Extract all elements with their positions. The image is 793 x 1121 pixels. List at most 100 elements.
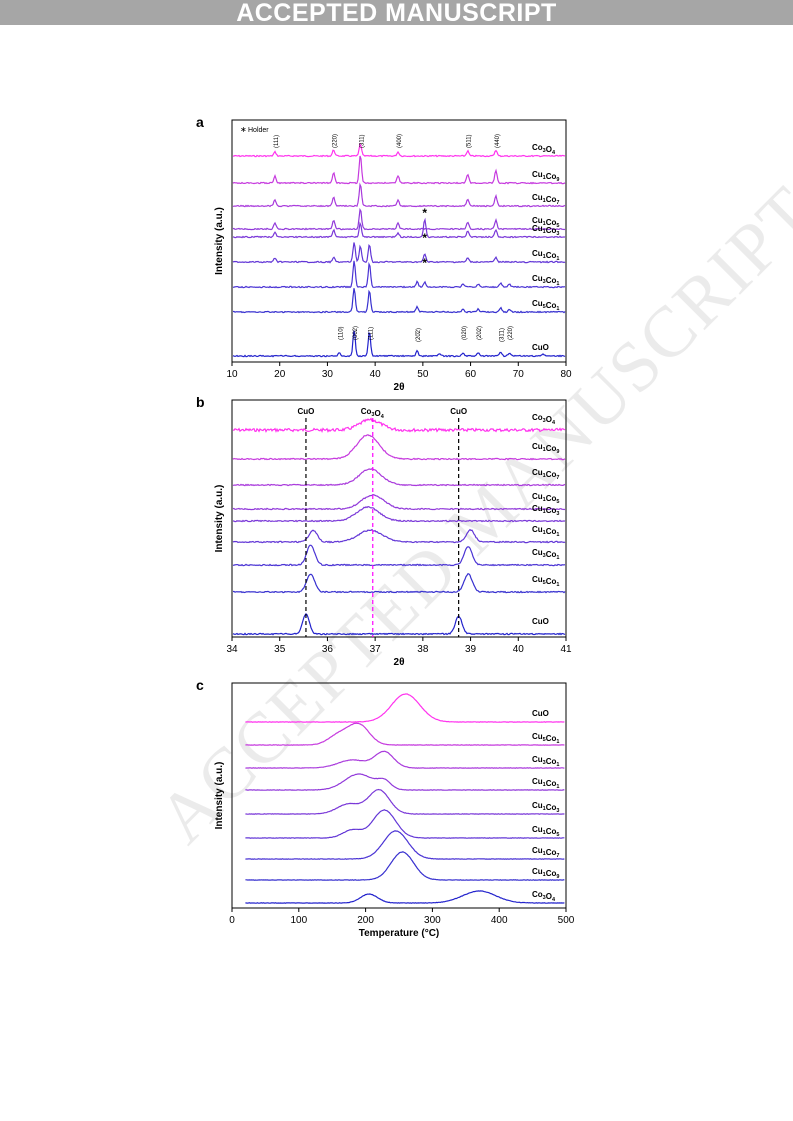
series-line — [232, 417, 566, 433]
series-label: Cu5Co1 — [532, 299, 559, 312]
x-tick-label: 41 — [560, 644, 572, 655]
series-line — [233, 572, 566, 594]
x-tick-label: 500 — [558, 915, 575, 926]
holder-asterisk: * — [422, 206, 427, 220]
x-tick-label: 100 — [290, 915, 307, 926]
hkl-label-co3o4: (440) — [495, 134, 501, 148]
series-line — [232, 242, 566, 264]
banner-text: ACCEPTED MANUSCRIPT — [236, 0, 557, 27]
series-label: Cu1Co3 — [532, 504, 559, 517]
reference-line-label: CuO — [298, 407, 315, 416]
series-label: Cu1Co1 — [532, 525, 559, 538]
x-tick-label: 200 — [357, 915, 374, 926]
series-line — [245, 830, 565, 860]
series-line — [232, 528, 566, 544]
x-tick-label: 0 — [229, 915, 235, 926]
series-line — [232, 613, 566, 636]
series-line — [232, 330, 566, 358]
holder-legend-symbol: ∗ — [240, 125, 247, 134]
series-line — [245, 788, 565, 815]
x-tick-label: 35 — [274, 644, 286, 655]
y-axis-label: Intensity (a.u.) — [214, 762, 225, 830]
series-label: Cu1Co5 — [532, 216, 559, 229]
plot-frame — [231, 682, 567, 909]
series-line — [245, 773, 565, 791]
hkl-label-cuo: (202) — [477, 326, 483, 340]
series-line — [245, 722, 565, 746]
series-label: CuO — [532, 617, 549, 626]
holder-asterisk: * — [422, 231, 427, 245]
series-line — [232, 217, 566, 239]
series-label: CuO — [532, 709, 549, 718]
series-label: Co3O4 — [532, 413, 556, 426]
x-tick-label: 50 — [417, 369, 429, 380]
hkl-label-co3o4: (400) — [397, 134, 403, 148]
x-axis-label: Temperature (°C) — [359, 928, 440, 939]
series-line — [245, 750, 565, 769]
series-line — [232, 207, 566, 231]
x-tick-label: 80 — [560, 369, 572, 380]
x-tick-label: 10 — [226, 369, 238, 380]
x-axis-label: 2θ — [394, 657, 405, 668]
series-label: Cu1Co1 — [532, 777, 559, 790]
panel-letter: b — [196, 394, 205, 410]
series-label: Cu1Co3 — [532, 801, 559, 814]
x-tick-label: 20 — [274, 369, 286, 380]
hkl-label-co3o4: (220) — [333, 134, 339, 148]
plot-frame — [231, 119, 567, 363]
x-tick-label: 400 — [491, 915, 508, 926]
hkl-label-cuo: (220) — [508, 326, 514, 340]
series-line — [232, 155, 566, 185]
x-tick-label: 40 — [513, 644, 525, 655]
panel-letter: a — [196, 114, 204, 130]
series-line — [232, 467, 566, 487]
series-line — [232, 182, 566, 208]
series-label: Cu1Co1 — [532, 249, 559, 262]
series-line — [232, 142, 566, 158]
x-tick-label: 39 — [465, 644, 477, 655]
series-label: Co3O4 — [532, 890, 556, 903]
hkl-label-cuo: (111) — [368, 327, 374, 340]
series-label: Co3O4 — [532, 143, 556, 156]
series-label: Cu1Co7 — [532, 846, 559, 859]
series-line — [245, 890, 565, 904]
series-line — [245, 809, 565, 839]
x-tick-label: 70 — [513, 369, 525, 380]
series-line — [232, 505, 566, 523]
series-line — [245, 851, 565, 881]
y-axis-label: Intensity (a.u.) — [214, 485, 225, 553]
x-axis-label: 2θ — [394, 382, 405, 393]
series-label: Cu1Co5 — [532, 492, 559, 505]
series-line — [232, 544, 566, 567]
x-tick-label: 30 — [322, 369, 334, 380]
accepted-manuscript-banner: ACCEPTED MANUSCRIPT — [0, 0, 793, 27]
series-label: Cu1Co9 — [532, 442, 559, 455]
series-label: Cu1Co5 — [532, 825, 559, 838]
hkl-label-co3o4: (311) — [359, 134, 365, 148]
series-label: Cu1Co9 — [532, 170, 559, 183]
series-line — [232, 434, 566, 461]
x-tick-label: 40 — [370, 369, 382, 380]
panel-letter: c — [196, 677, 204, 693]
series-line — [233, 288, 566, 314]
series-line — [232, 260, 566, 289]
x-tick-label: 34 — [226, 644, 238, 655]
x-tick-label: 60 — [465, 369, 477, 380]
hkl-label-co3o4: (511) — [467, 134, 473, 148]
series-label: Cu5Co1 — [532, 732, 559, 745]
y-axis-label: Intensity (a.u.) — [214, 207, 225, 275]
plot-frame — [231, 399, 567, 638]
hkl-label-cuo: (31̄1) — [500, 328, 506, 342]
series-label: Cu1Co3 — [532, 224, 559, 237]
x-tick-label: 38 — [417, 644, 429, 655]
x-tick-label: 36 — [322, 644, 334, 655]
series-line — [232, 493, 566, 511]
series-line — [245, 693, 565, 723]
series-label: CuO — [532, 343, 549, 352]
hkl-label-cuo: (20̄2) — [416, 328, 422, 342]
holder-asterisk: * — [422, 256, 427, 270]
hkl-label-cuo: (020) — [462, 326, 468, 340]
series-label: Cu1Co9 — [532, 867, 559, 880]
series-label: Cu3Co1 — [532, 755, 559, 768]
